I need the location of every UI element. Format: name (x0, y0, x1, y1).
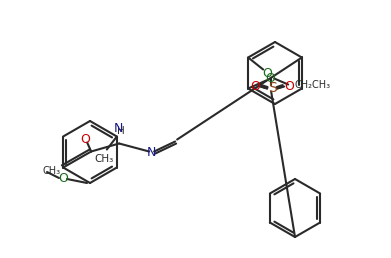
Text: O: O (80, 133, 90, 146)
Text: H: H (117, 125, 125, 135)
Text: S: S (268, 82, 276, 95)
Text: CH₂CH₃: CH₂CH₃ (294, 79, 330, 90)
Text: N: N (147, 146, 156, 159)
Text: CH₃: CH₃ (94, 155, 113, 165)
Text: N: N (113, 122, 123, 134)
Text: O: O (284, 80, 294, 93)
Text: O: O (58, 172, 68, 184)
Text: O: O (262, 67, 272, 80)
Text: CH₃: CH₃ (43, 166, 61, 176)
Text: O: O (250, 80, 260, 93)
Text: O: O (265, 72, 275, 85)
